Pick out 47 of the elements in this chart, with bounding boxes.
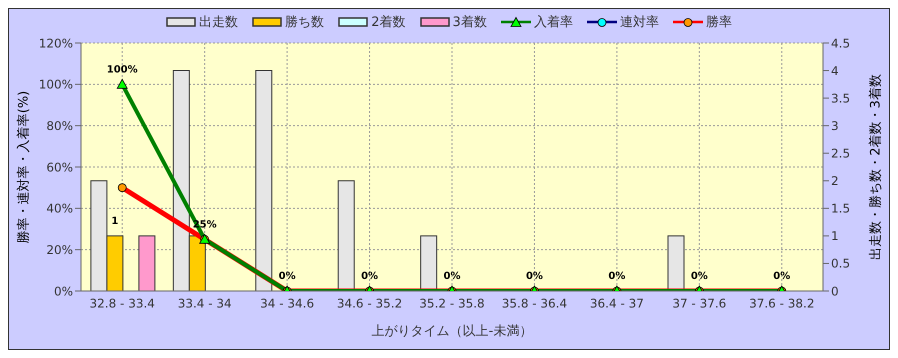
legend-label: 出走数: [198, 14, 238, 31]
x-tick-label: 36.4 - 37: [590, 296, 644, 311]
y2-tick-label: 3: [831, 118, 839, 133]
y-axis-title: 勝率・連対率・入着率(%): [16, 90, 32, 244]
y2-tick-label: 4.5: [831, 36, 850, 50]
data-label: 0%: [526, 271, 543, 282]
y2-tick-label: 2: [831, 174, 839, 188]
y-tick-label: 100%: [38, 78, 73, 92]
legend-label: 入着率: [532, 14, 573, 31]
y-tick-label: 80%: [46, 118, 73, 133]
legend-label: 勝率: [704, 14, 732, 31]
legend-label: 2着数: [370, 14, 406, 31]
x-tick-label: 34.6 - 35.2: [336, 296, 402, 311]
x-tick-label: 33.4 - 34: [178, 296, 232, 311]
y-tick-label: 120%: [38, 36, 73, 50]
y2-tick-label: 1: [831, 229, 839, 244]
data-label: 0%: [690, 271, 708, 282]
x-tick-label: 37 - 37.6: [672, 296, 726, 311]
legend-label: 勝ち数: [284, 14, 324, 31]
y2-tick-label: 2.5: [831, 146, 850, 160]
x-tick-label: 37.6 - 38.2: [749, 296, 814, 311]
y-tick-label: 60%: [46, 160, 73, 174]
x-tick-label: 34 - 34.6: [260, 296, 314, 311]
legend-label: 3着数: [452, 14, 487, 31]
data-label: 0%: [361, 271, 378, 282]
x-tick-label: 35.2 - 35.8: [419, 296, 485, 311]
data-label: 0%: [444, 271, 460, 282]
data-label: 1: [111, 216, 118, 227]
data-label: 0%: [278, 271, 296, 282]
data-label: 0%: [608, 271, 626, 282]
y2-tick-label: 3.5: [831, 91, 850, 106]
bar: [255, 70, 272, 291]
data-label: 100%: [106, 64, 138, 76]
x-axis-title: 上がりタイム（以上-未満）: [372, 324, 532, 339]
y-tick-label: 40%: [46, 202, 73, 216]
y2-tick-label: 0.5: [831, 256, 850, 271]
data-label: 0%: [773, 271, 790, 282]
y2-axis-title: 出走数・勝ち数・2着数・3着数: [868, 74, 884, 260]
y2-tick-label: 4: [831, 64, 839, 78]
x-tick-label: 32.8 - 33.4: [90, 296, 155, 311]
bar: [138, 235, 156, 291]
x-tick-label: 35.8 - 36.4: [502, 296, 568, 311]
y-tick-label: 20%: [46, 242, 73, 257]
y-tick-label: 0%: [54, 284, 73, 298]
legend-label: 連対率: [618, 14, 659, 31]
y2-tick-label: 1.5: [831, 202, 850, 216]
y2-tick-label: 0: [831, 284, 839, 298]
